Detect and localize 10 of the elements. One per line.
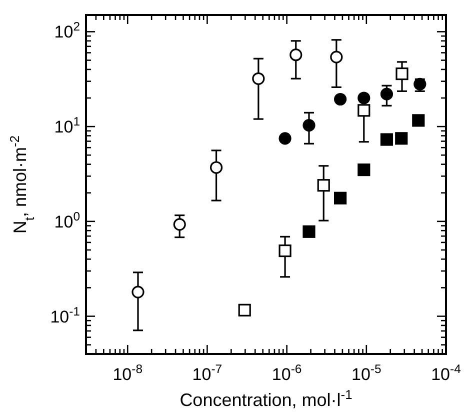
x-tick-label: 10$^{-6}$ (272, 362, 302, 384)
x-axis-title: Concentration, mol·l$^{-1}$ (180, 386, 352, 410)
x-tick-label: 10$^{-5}$ (352, 362, 382, 384)
y-tick-label: 10$^{2}$ (54, 20, 80, 42)
x-tick-label: 10$^{-4}$ (431, 362, 462, 384)
x-tick-label: 10$^{-8}$ (112, 362, 143, 384)
y-tick-label: 10$^{0}$ (54, 209, 80, 232)
y-tick-label: 10$^{-1}$ (50, 304, 80, 326)
y-tick-label: 10$^{1}$ (54, 114, 80, 137)
x-tick-label: 10$^{-7}$ (192, 362, 222, 384)
